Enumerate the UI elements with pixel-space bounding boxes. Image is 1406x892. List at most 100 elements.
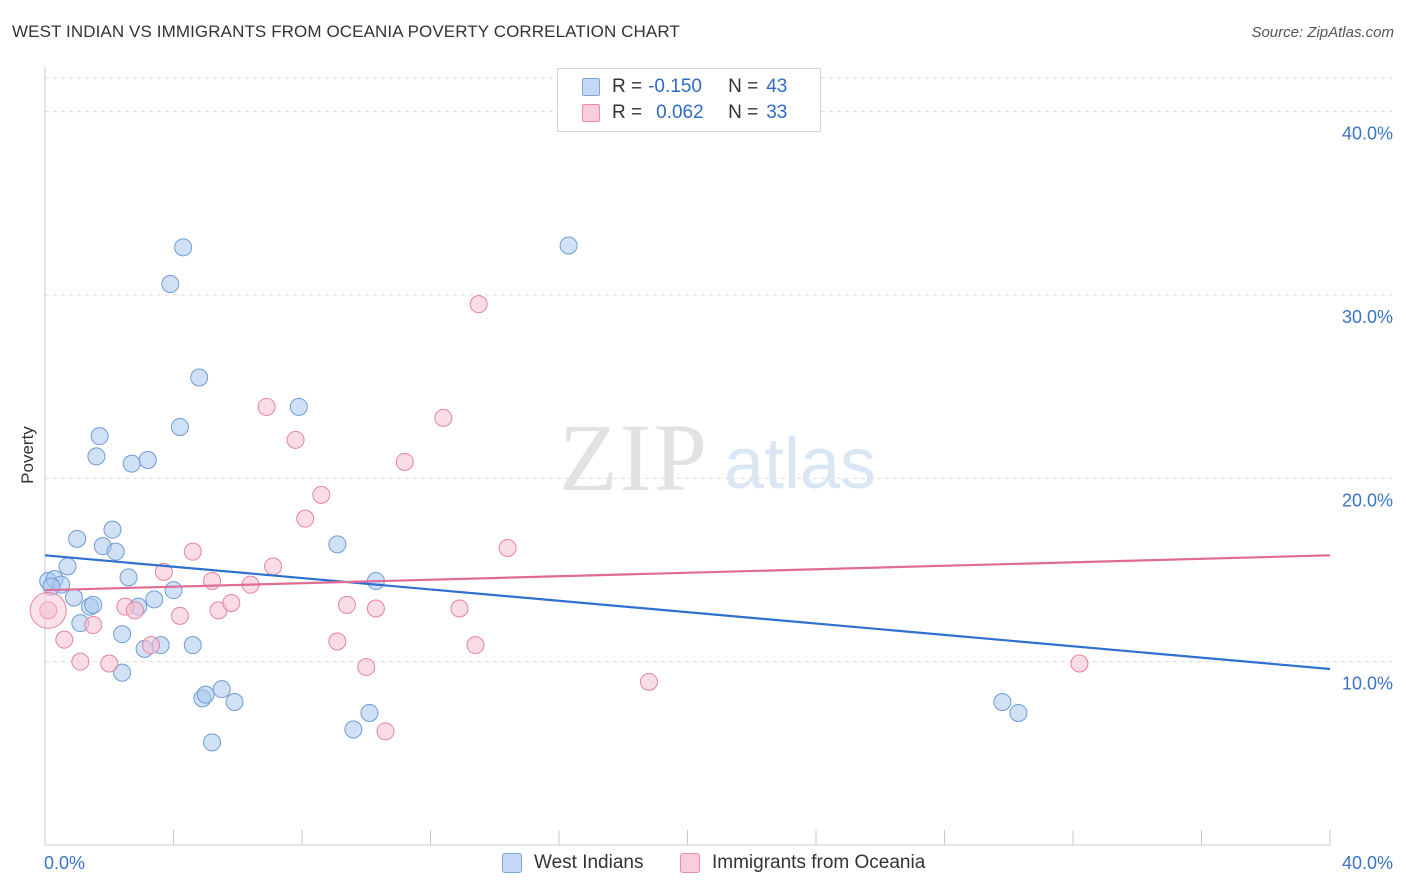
n-value: 33: [766, 102, 788, 123]
x-tick-label: 0.0%: [44, 853, 85, 873]
data-point-oceania: [357, 658, 376, 677]
source-label: Source: ZipAtlas.com: [1251, 24, 1394, 41]
data-point-west-indians: [106, 542, 125, 561]
trend-line-oceania: [44, 554, 1331, 592]
data-point-oceania: [100, 654, 119, 673]
data-point-oceania: [125, 601, 144, 620]
legend-swatch-pink: [680, 853, 700, 873]
data-point-oceania: [366, 599, 385, 618]
data-point-west-indians: [138, 451, 157, 469]
data-point-west-indians: [225, 693, 244, 711]
data-point-oceania: [170, 606, 189, 625]
data-point-west-indians: [196, 685, 215, 704]
watermark: ZIP atlas: [559, 404, 876, 511]
legend-swatch-pink: [582, 104, 600, 122]
data-point-west-indians: [90, 427, 109, 446]
data-point-oceania: [203, 572, 222, 590]
data-point-oceania: [257, 397, 276, 416]
data-point-west-indians: [145, 590, 164, 609]
data-point-west-indians: [289, 397, 308, 416]
data-point-west-indians: [174, 238, 193, 257]
data-point-oceania: [264, 557, 283, 576]
trend-lines: [44, 554, 1331, 671]
data-point-oceania: [142, 636, 161, 655]
data-point-oceania: [312, 485, 331, 504]
legend-label: Immigrants from Oceania: [712, 852, 926, 873]
data-point-west-indians: [58, 557, 77, 576]
y-tick-labels: 10.0% 20.0% 30.0% 40.0%: [1342, 124, 1393, 694]
data-point-oceania: [286, 430, 305, 449]
stats-row-west-indians: R = -0.150 N = 43: [582, 75, 787, 99]
data-point-oceania: [29, 591, 67, 629]
data-point-west-indians: [68, 529, 87, 548]
legend-item-oceania[interactable]: Immigrants from Oceania: [680, 852, 925, 874]
r-label: R =: [612, 102, 643, 123]
legend-item-west-indians[interactable]: West Indians: [502, 852, 643, 874]
data-point-oceania: [154, 562, 173, 581]
data-point-west-indians: [113, 663, 132, 682]
y-tick-label: 20.0%: [1342, 490, 1393, 510]
data-point-west-indians: [161, 275, 180, 293]
data-point-oceania: [328, 632, 347, 651]
r-value: 0.062: [656, 102, 704, 123]
data-point-oceania: [183, 542, 202, 561]
y-axis-label: Poverty: [18, 426, 37, 484]
data-point-oceania: [466, 636, 485, 655]
data-point-west-indians: [122, 454, 141, 473]
data-point-oceania: [639, 672, 658, 691]
data-point-west-indians: [190, 368, 209, 387]
data-point-oceania: [84, 616, 103, 634]
data-point-oceania: [55, 630, 74, 649]
data-point-oceania: [71, 652, 90, 671]
data-point-west-indians: [84, 595, 103, 614]
data-point-west-indians: [87, 447, 106, 466]
data-point-west-indians: [344, 720, 363, 739]
axes: [44, 67, 1331, 846]
data-point-oceania: [296, 509, 315, 528]
data-point-west-indians: [64, 588, 83, 607]
data-point-west-indians: [212, 680, 231, 699]
x-tick-label: 40.0%: [1342, 853, 1393, 873]
n-value: 43: [766, 76, 788, 97]
data-point-west-indians: [203, 733, 222, 752]
r-value: -0.150: [648, 76, 702, 97]
data-point-west-indians: [103, 520, 122, 539]
data-point-west-indians: [164, 581, 183, 600]
data-point-oceania: [337, 595, 356, 614]
series-legend: West Indians Immigrants from Oceania: [0, 852, 1406, 876]
data-point-oceania: [39, 601, 58, 620]
y-tick-label: 10.0%: [1342, 674, 1393, 694]
data-point-west-indians: [113, 625, 132, 644]
chart-title: WEST INDIAN VS IMMIGRANTS FROM OCEANIA P…: [12, 22, 680, 41]
data-point-west-indians: [119, 568, 138, 587]
data-point-west-indians: [170, 418, 189, 436]
y-tick-label: 30.0%: [1342, 307, 1393, 327]
legend-swatch-blue: [502, 853, 522, 873]
data-point-oceania: [395, 452, 414, 471]
legend-swatch-blue: [582, 78, 600, 96]
n-label: N =: [728, 102, 759, 123]
data-point-west-indians: [328, 535, 347, 554]
data-point-oceania: [469, 295, 488, 314]
data-point-oceania: [1070, 654, 1089, 673]
data-point-west-indians: [1009, 704, 1028, 722]
n-label: N =: [728, 76, 759, 97]
data-point-oceania: [222, 594, 241, 612]
data-point-west-indians: [559, 236, 578, 255]
y-tick-label: 40.0%: [1342, 124, 1393, 144]
data-point-oceania: [376, 722, 395, 741]
stats-row-oceania: R = 0.062 N = 33: [582, 101, 787, 125]
data-point-oceania: [450, 599, 469, 618]
watermark-zip: ZIP: [559, 404, 709, 511]
r-label: R =: [612, 76, 643, 97]
stats-legend: R = -0.150 N = 43 R = 0.062 N = 33: [557, 68, 821, 132]
data-point-west-indians: [360, 704, 379, 722]
trend-line-west-indians: [44, 554, 1331, 671]
data-point-oceania: [498, 539, 517, 557]
data-point-west-indians: [993, 693, 1012, 711]
data-point-west-indians: [183, 636, 202, 655]
legend-label: West Indians: [534, 852, 644, 873]
watermark-atlas: atlas: [724, 424, 876, 504]
x-tick-labels: 0.0% 40.0%: [44, 853, 1393, 873]
